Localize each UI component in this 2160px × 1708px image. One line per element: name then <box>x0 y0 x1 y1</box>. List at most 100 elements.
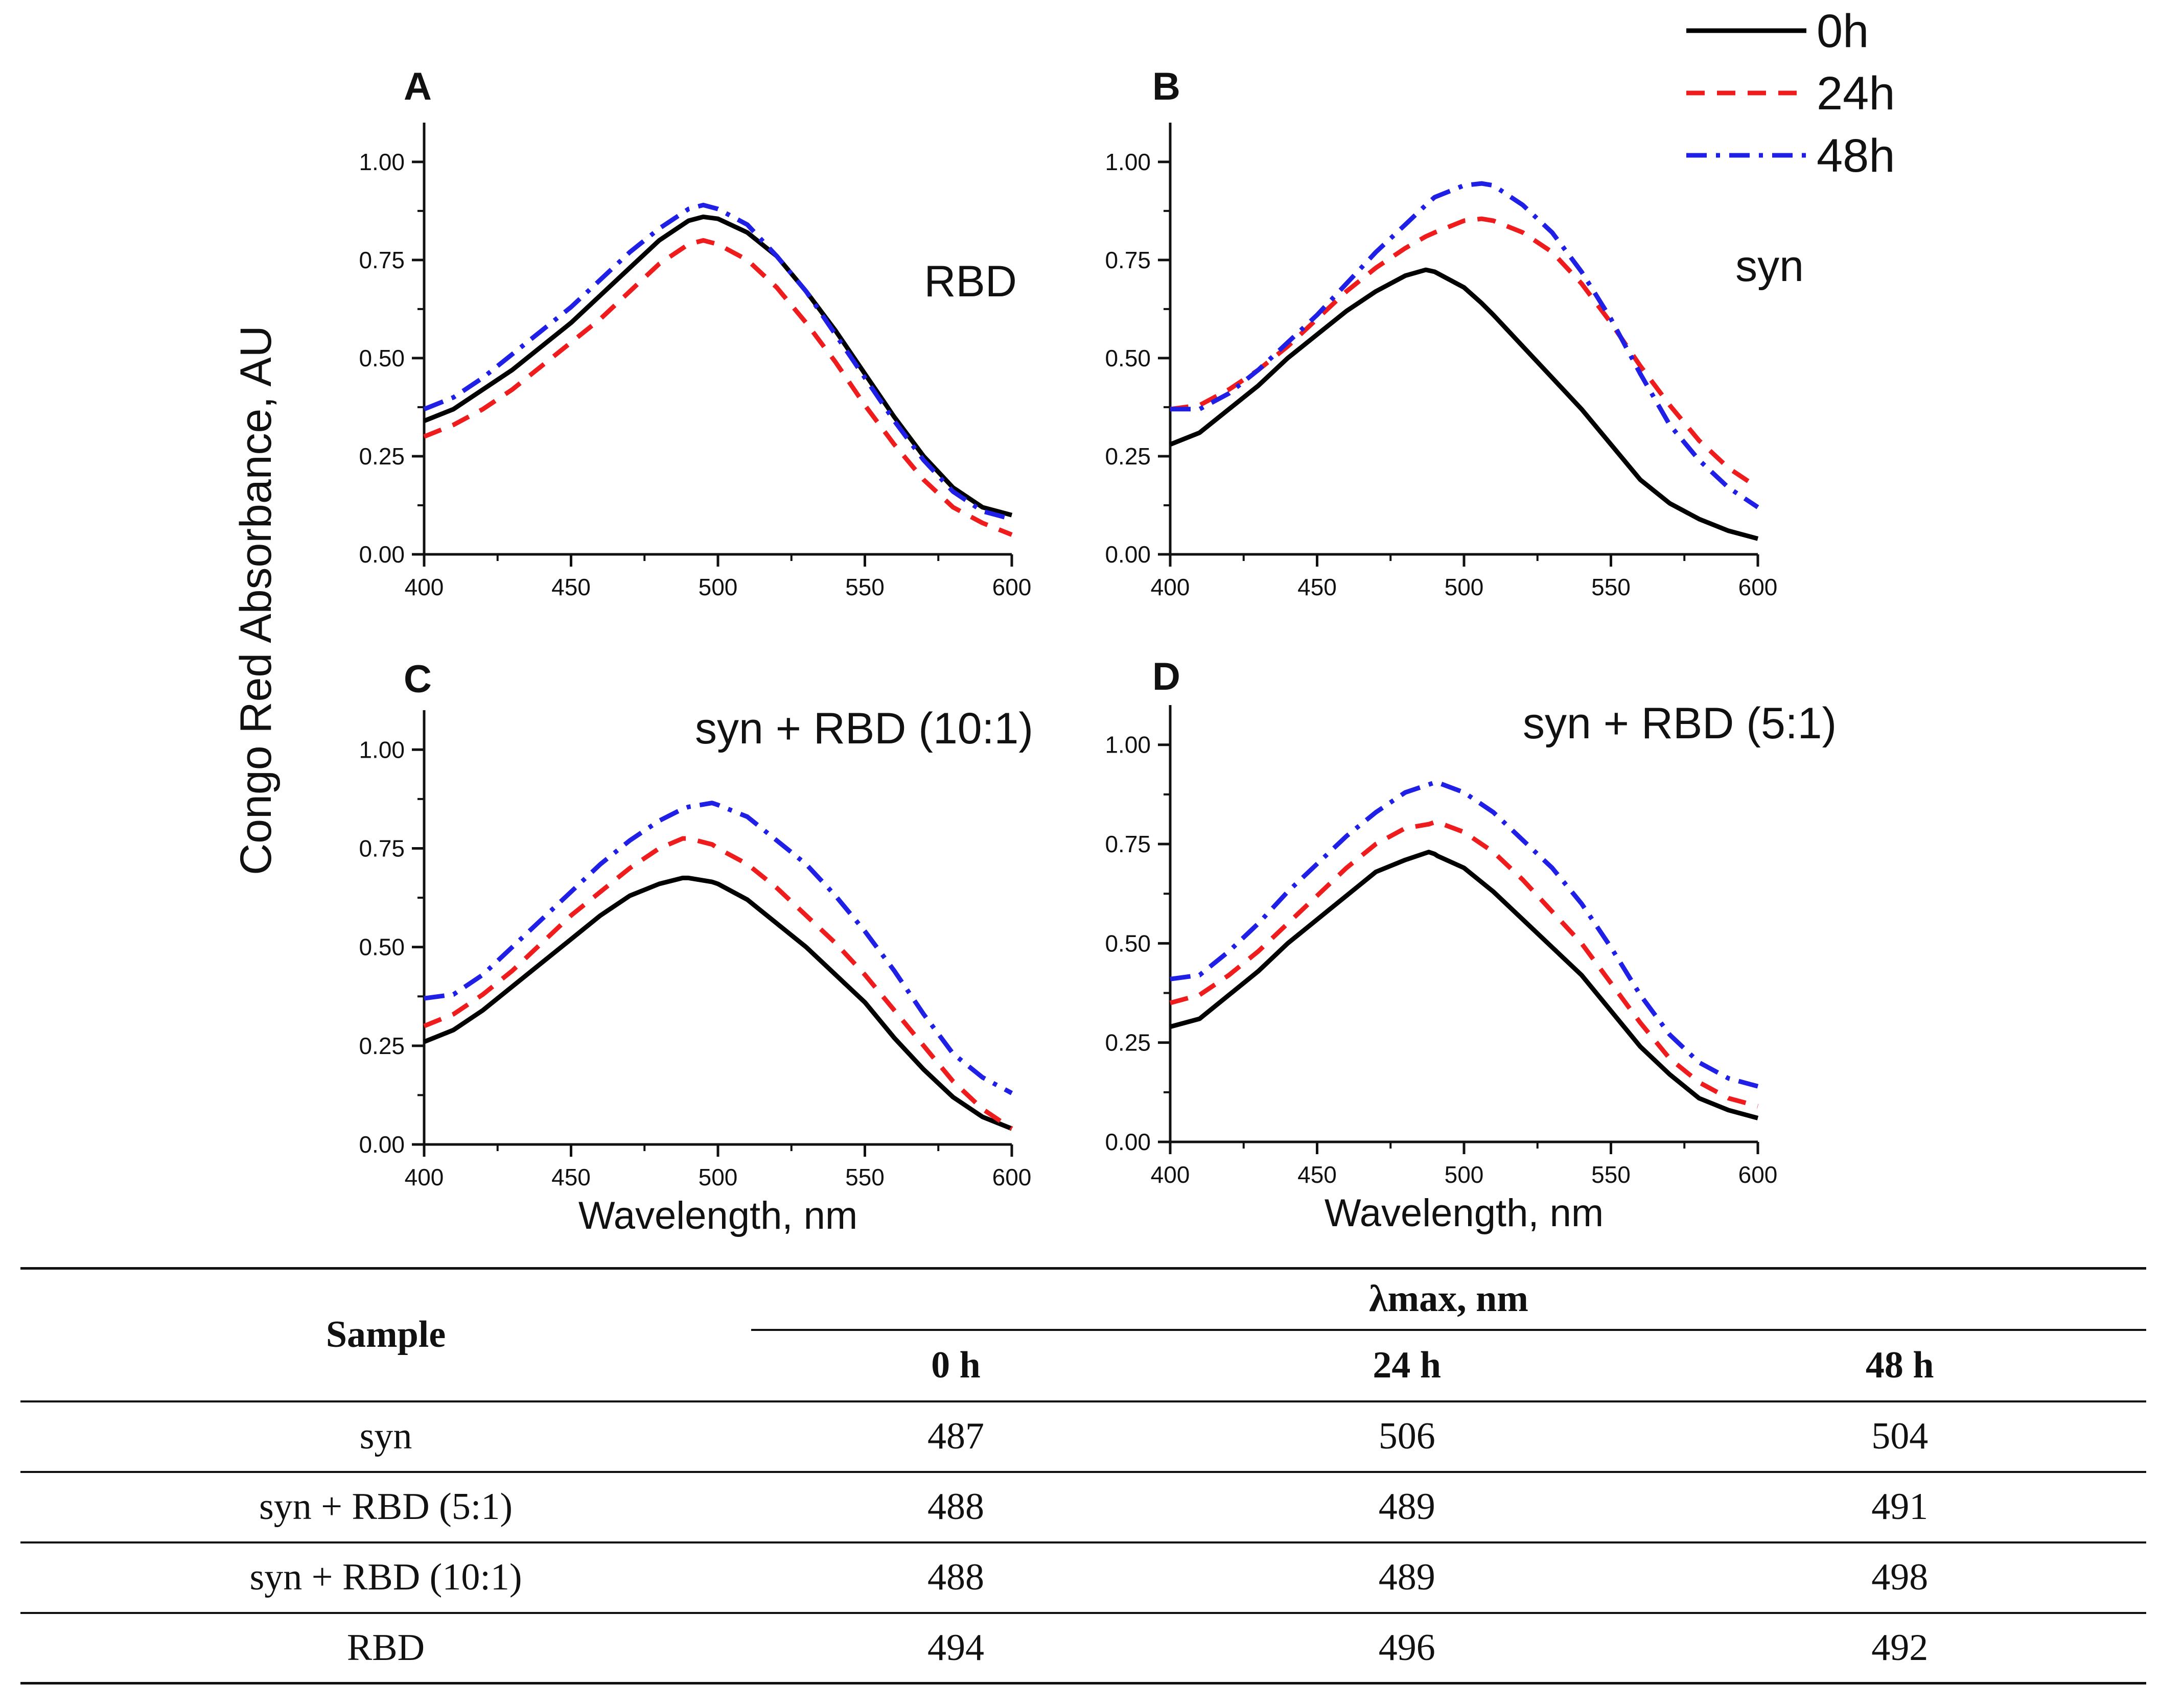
legend-label-0h: 0h <box>1817 5 1869 57</box>
row-sample: syn <box>20 1401 751 1473</box>
series-line-24h <box>1170 216 1759 490</box>
row-value-0h: 494 <box>751 1612 1160 1684</box>
series-line-48h <box>423 202 1013 522</box>
x-tick-label: 550 <box>845 1164 885 1190</box>
panel-d: 400 450 500 550 600 0.00 0.25 0.50 0.75 1.00 Dsyn … <box>1105 655 1837 1235</box>
y-tick-label: 0.25 <box>359 443 405 470</box>
x-tick-label: 550 <box>1591 1161 1631 1188</box>
x-tick-label: 500 <box>1445 1161 1484 1188</box>
row-value-24h: 489 <box>1160 1471 1654 1543</box>
row-sample: RBD <box>20 1612 751 1684</box>
table-row: syn 487 506 504 <box>20 1401 2146 1473</box>
row-value-48h: 498 <box>1653 1542 2146 1614</box>
y-tick-label: 0.00 <box>359 1131 405 1158</box>
row-value-0h: 487 <box>751 1401 1160 1473</box>
panel-letter: A <box>404 65 432 108</box>
series-line-48h <box>1170 780 1759 1089</box>
col-header-48h: 48 h <box>1653 1328 2146 1402</box>
row-value-48h: 491 <box>1653 1471 2146 1543</box>
y-tick-label: 0.75 <box>1105 831 1151 857</box>
series-line-24h <box>423 238 1013 537</box>
series-line-48h <box>424 801 1013 1095</box>
series-line-0h <box>423 214 1013 518</box>
panel-letter: D <box>1152 655 1180 698</box>
x-tick-label: 450 <box>1297 1161 1337 1188</box>
x-tick-label: 500 <box>1445 574 1484 600</box>
x-tick-label: 400 <box>1151 1161 1190 1188</box>
row-value-24h: 506 <box>1160 1401 1654 1473</box>
panel-c: 400 450 500 550 600 0.00 0.25 0.50 0.75 1.00 Csyn … <box>359 658 1033 1237</box>
x-tick-label: 600 <box>992 1164 1032 1190</box>
x-tick-label: 550 <box>845 574 885 600</box>
y-tick-label: 1.00 <box>359 736 405 763</box>
y-tick-label: 0.25 <box>1105 1030 1151 1056</box>
x-tick-label: 550 <box>1591 574 1631 600</box>
table-row: syn + RBD (5:1) 488 489 491 <box>20 1471 2146 1543</box>
y-tick-label: 0.50 <box>359 345 405 371</box>
y-tick-label: 0.25 <box>359 1033 405 1059</box>
panel-letter: C <box>404 658 432 701</box>
x-tick-label: 400 <box>1151 574 1190 600</box>
x-tick-label: 450 <box>551 1164 591 1190</box>
legend-label-48h: 48h <box>1817 130 1895 182</box>
y-tick-label: 1.00 <box>1105 149 1151 175</box>
x-tick-label: 450 <box>1297 574 1337 600</box>
panel-title: RBD <box>924 257 1017 306</box>
y-tick-label: 0.50 <box>1105 930 1151 956</box>
series-line-24h <box>1169 820 1759 1109</box>
y-tick-label: 0.25 <box>1105 443 1151 470</box>
x-tick-label: 450 <box>551 574 591 600</box>
series-line-24h <box>423 836 1013 1131</box>
chart-panels: 400 450 500 550 6000.000.250.500.751.00ARBD4… <box>359 65 1837 1237</box>
row-value-24h: 496 <box>1160 1612 1654 1684</box>
shared-y-axis-label: Congo Red Absorbance, AU <box>231 325 281 875</box>
lambda-max-table: Sample λmax, nm 0 h 24 h 48 h syn 487 50… <box>20 1267 2146 1684</box>
x-tick-label: 400 <box>405 1164 444 1190</box>
x-axis-label: Wavelength, nm <box>578 1194 857 1237</box>
y-tick-label: 1.00 <box>1105 732 1151 758</box>
figure: Congo Red Absorbance, AU 0h 24h 48h 400 450… <box>231 5 1895 1237</box>
x-tick-label: 500 <box>699 1164 738 1190</box>
x-tick-label: 600 <box>992 574 1032 600</box>
row-value-0h: 488 <box>751 1542 1160 1614</box>
row-sample: syn + RBD (10:1) <box>20 1542 751 1614</box>
y-tick-label: 0.00 <box>359 541 405 568</box>
lambda-max-header: λmax, nm <box>751 1267 2146 1330</box>
series-line-48h <box>1170 181 1759 509</box>
y-tick-label: 0.50 <box>1105 345 1151 371</box>
series-line-0h <box>1169 850 1759 1120</box>
row-value-48h: 504 <box>1653 1401 2146 1473</box>
col-header-24h: 24 h <box>1160 1328 1654 1402</box>
panel-title: syn + RBD (5:1) <box>1523 699 1837 748</box>
table-row: RBD 494 496 492 <box>20 1612 2146 1684</box>
panel-title: syn <box>1735 242 1804 291</box>
panel-a: 400 450 500 550 600 0.00 0.25 0.50 0.75 1.00 A RBD <box>359 65 1031 600</box>
y-tick-label: 0.75 <box>359 835 405 861</box>
x-axis-label: Wavelength, nm <box>1325 1191 1604 1235</box>
y-tick-label: 0.00 <box>1105 1129 1151 1155</box>
row-value-48h: 492 <box>1653 1612 2146 1684</box>
x-tick-label: 500 <box>699 574 738 600</box>
x-tick-label: 600 <box>1738 574 1778 600</box>
y-tick-label: 0.00 <box>1105 541 1151 568</box>
y-tick-label: 0.50 <box>359 934 405 961</box>
col-header-0h: 0 h <box>751 1328 1160 1402</box>
legend: 0h 24h 48h <box>1686 5 1895 182</box>
y-tick-label: 0.75 <box>359 247 405 273</box>
row-value-0h: 488 <box>751 1471 1160 1543</box>
panel-title: syn + RBD (10:1) <box>695 704 1033 753</box>
x-tick-label: 400 <box>405 574 444 600</box>
sample-header: Sample <box>20 1267 751 1402</box>
series-line-0h <box>1169 267 1759 541</box>
x-tick-label: 600 <box>1738 1161 1778 1188</box>
y-tick-label: 0.75 <box>1105 247 1151 273</box>
legend-label-24h: 24h <box>1817 67 1895 120</box>
table-row: syn + RBD (10:1) 488 489 498 <box>20 1542 2146 1614</box>
series-line-0h <box>423 875 1013 1131</box>
y-tick-label: 1.00 <box>359 149 405 175</box>
row-value-24h: 489 <box>1160 1542 1654 1614</box>
row-sample: syn + RBD (5:1) <box>20 1471 751 1543</box>
panel-letter: B <box>1152 65 1180 108</box>
lambda-max-table-wrap: Sample λmax, nm 0 h 24 h 48 h syn 487 50… <box>20 1267 2146 1684</box>
